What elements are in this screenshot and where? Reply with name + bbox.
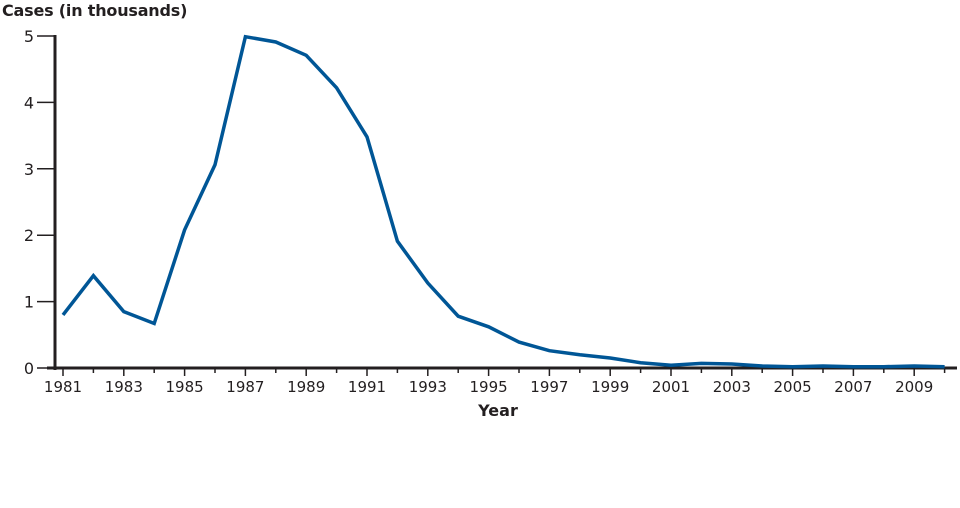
y-tick-label: 2 bbox=[24, 226, 34, 245]
x-tick-label: 2005 bbox=[774, 378, 812, 396]
x-tick-label: 1995 bbox=[470, 378, 508, 396]
x-tick-label: 2009 bbox=[895, 378, 933, 396]
x-tick-label: 1991 bbox=[348, 378, 386, 396]
x-tick-label: 1981 bbox=[44, 378, 82, 396]
y-tick-label: 4 bbox=[24, 93, 34, 112]
x-tick-label: 1983 bbox=[105, 378, 143, 396]
y-tick-label: 5 bbox=[24, 27, 34, 46]
y-tick-label: 3 bbox=[24, 160, 34, 179]
x-tick-label: 1999 bbox=[591, 378, 629, 396]
x-tick-label: 1989 bbox=[287, 378, 325, 396]
x-tick-label: 1987 bbox=[226, 378, 264, 396]
y-tick-label: 0 bbox=[24, 359, 34, 378]
x-axis-title: Year bbox=[478, 401, 518, 420]
x-tick-label: 1997 bbox=[530, 378, 568, 396]
x-tick-label: 2001 bbox=[652, 378, 690, 396]
data-line-cases bbox=[61, 34, 945, 369]
y-tick-label: 1 bbox=[24, 293, 34, 312]
x-tick-label: 1985 bbox=[166, 378, 204, 396]
x-tick-label: 2003 bbox=[713, 378, 751, 396]
x-tick-label: 2007 bbox=[834, 378, 872, 396]
x-tick-label: 1993 bbox=[409, 378, 447, 396]
y-axis-title: Cases (in thousands) bbox=[2, 1, 188, 20]
